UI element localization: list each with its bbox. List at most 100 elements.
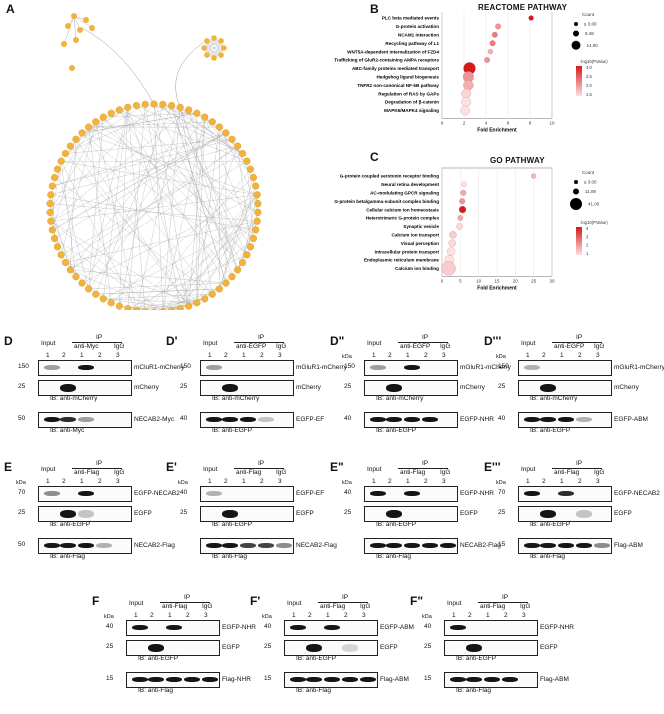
- lane-number: 2: [542, 478, 546, 485]
- blot-panel: E" kDa Input IP anti-Flag IgG 1 2 1 2 3 40 EGFP-NHR 2…: [330, 460, 501, 580]
- network-edge: [103, 221, 258, 299]
- network-node: [238, 149, 247, 158]
- protein-band: [290, 625, 306, 630]
- network-node: [208, 290, 216, 298]
- input-label: Input: [41, 466, 56, 473]
- category-label: Degradation of β-catenin: [385, 100, 439, 105]
- blot-panel-label: E: [4, 460, 13, 474]
- data-point: [463, 80, 474, 91]
- network-node: [185, 302, 193, 310]
- ib-label: IB: anti-Myc: [50, 427, 85, 434]
- network-edge: [103, 107, 128, 299]
- network-edge: [88, 121, 213, 290]
- color-scale-label: 2: [586, 243, 589, 248]
- network-edge: [52, 121, 96, 187]
- kda-label: kDa: [262, 614, 272, 620]
- blot-strip: [200, 486, 294, 502]
- mw-marker: 25: [344, 383, 352, 390]
- blot-strip: [518, 360, 612, 376]
- protein-band: [540, 510, 556, 518]
- protein-band: [576, 417, 592, 422]
- protein-band: [450, 625, 466, 630]
- blot-panel-label: F": [410, 594, 424, 608]
- x-tick-label: 0: [441, 120, 444, 125]
- network-node: [85, 123, 93, 131]
- network-node: [50, 234, 59, 243]
- network-node: [193, 109, 201, 117]
- network-edge: [73, 15, 93, 29]
- x-tick-label: 25: [531, 278, 537, 283]
- network-node: [243, 251, 251, 259]
- network-node: [167, 101, 176, 110]
- blot-strip: [364, 538, 458, 554]
- blot-row-name: EGFP-ABM: [380, 624, 414, 631]
- category-label: WNT5A-dependent internalization of FZD4: [347, 49, 439, 54]
- input-label: Input: [521, 340, 536, 347]
- ib-label: IB: anti-EGFP: [212, 427, 253, 434]
- lane-number: 1: [80, 352, 84, 359]
- kda-label: kDa: [104, 614, 114, 620]
- ip-antibody-label: anti-Flag: [320, 603, 346, 610]
- mw-marker: 25: [264, 643, 272, 650]
- kda-label: kDa: [342, 480, 352, 486]
- protein-band: [360, 677, 376, 682]
- kda-label: kDa: [422, 614, 432, 620]
- network-edge: [180, 146, 238, 309]
- count-legend-dot: [573, 188, 579, 195]
- network-edge: [70, 113, 197, 270]
- blot-strip: [444, 620, 538, 636]
- mw-marker: 40: [106, 623, 114, 630]
- go-title: GO PATHWAY: [490, 156, 545, 165]
- mw-marker: 25: [18, 383, 26, 390]
- ib-label: IB: anti-mCherry: [530, 395, 578, 402]
- network-edge: [61, 161, 258, 195]
- protein-band: [466, 644, 482, 652]
- blot-strip: [444, 640, 538, 656]
- network-edge: [171, 105, 243, 154]
- blot-panel: D Input IP anti-Myc IgG 1 2 1 2 3 150 mCluR1-mCherr…: [4, 334, 185, 454]
- network-node: [193, 299, 201, 307]
- network-edge: [180, 194, 258, 309]
- protein-band: [78, 543, 94, 548]
- igg-label: IgG: [440, 469, 451, 476]
- lane-number: 3: [204, 612, 208, 619]
- lane-number: 3: [596, 478, 600, 485]
- network-nodes: [46, 13, 262, 310]
- lane-number: 2: [98, 478, 102, 485]
- data-point: [456, 223, 463, 230]
- network-edge: [81, 132, 213, 295]
- protein-band: [148, 677, 164, 682]
- ip-bracket: [72, 342, 122, 343]
- category-label: G-protein coupled serotonin receptor bin…: [340, 174, 439, 179]
- network-node: [61, 41, 67, 47]
- mw-marker: 15: [264, 675, 272, 682]
- network-edge: [175, 41, 205, 108]
- network-edge: [49, 103, 155, 213]
- protein-band: [370, 543, 386, 548]
- ib-label: IB: anti-EGFP: [456, 655, 497, 662]
- lane-number: 3: [442, 478, 446, 485]
- protein-band: [540, 384, 556, 392]
- network-node: [249, 234, 258, 243]
- protein-band: [404, 491, 420, 496]
- ip-bracket: [72, 468, 122, 469]
- blot-strip: [284, 620, 378, 636]
- protein-band: [370, 417, 386, 422]
- lane-number: 2: [388, 352, 392, 359]
- blot-strip: [518, 506, 612, 522]
- network-edge: [206, 40, 222, 56]
- x-tick-label: 4: [485, 120, 488, 125]
- category-label: AC-modulating GPCR signaling: [370, 191, 439, 196]
- data-point: [460, 189, 467, 196]
- category-label: Trafficking of GluR2-containing AMPA rec…: [334, 58, 439, 63]
- blot-strip: [518, 486, 612, 502]
- lane-number: 1: [292, 612, 296, 619]
- data-point: [447, 247, 456, 256]
- blot-row-name: EGFP: [134, 510, 152, 517]
- data-point: [458, 206, 467, 214]
- data-point: [484, 57, 491, 63]
- protein-band: [44, 417, 60, 422]
- lane-number: 2: [542, 352, 546, 359]
- reactome-title: REACTOME PATHWAY: [478, 3, 568, 12]
- igg-label: IgG: [114, 343, 125, 350]
